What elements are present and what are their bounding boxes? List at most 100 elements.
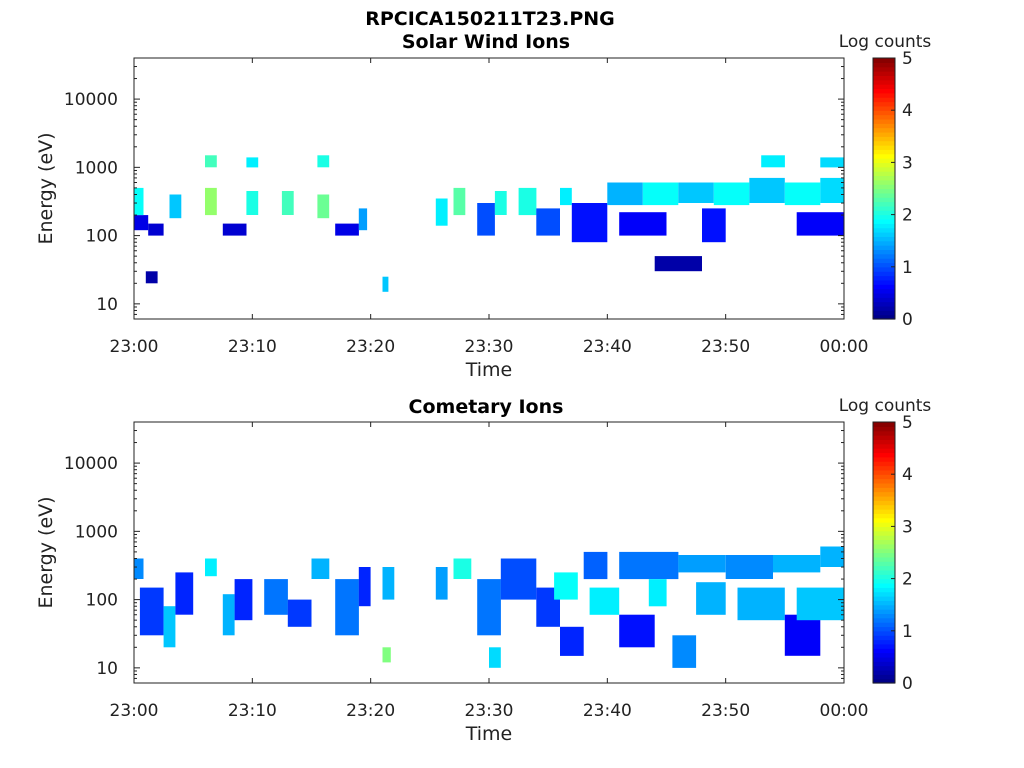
colorbar-segment	[873, 214, 895, 220]
colorbar-segment	[873, 635, 895, 641]
colorbar-segment	[873, 548, 895, 554]
colorbar-segment	[873, 292, 895, 298]
colorbar-segment	[873, 297, 895, 303]
colorbar-segment	[873, 232, 895, 237]
plot-area	[134, 422, 844, 683]
colorbar-tick-label: 5	[902, 49, 913, 69]
x-tick-label: 23:30	[465, 337, 514, 357]
colorbar-segment	[873, 495, 895, 501]
spectrogram-cell	[163, 606, 176, 648]
spectrogram-cell	[678, 555, 726, 573]
colorbar-segment	[873, 661, 895, 667]
colorbar-segment	[873, 171, 895, 177]
spectrogram-cell	[619, 212, 667, 236]
colorbar-segment	[873, 279, 895, 285]
colorbar-segment	[873, 153, 895, 159]
colorbar-segment	[873, 509, 895, 514]
colorbar-segment	[873, 591, 895, 597]
colorbar-segment	[873, 574, 895, 580]
spectrogram-cell	[205, 155, 217, 168]
figure-title: RPCICA150211T23.PNG	[365, 8, 615, 30]
spectrogram-cell	[453, 558, 472, 579]
colorbar-segment	[873, 223, 895, 229]
spectrogram-cell	[175, 572, 194, 615]
colorbar-label: Log counts	[839, 32, 932, 52]
colorbar-segment	[873, 75, 895, 81]
colorbar-segment	[873, 184, 895, 190]
spectrogram-cell	[518, 187, 537, 216]
colorbar-segment	[873, 314, 895, 320]
spectrogram-cell	[725, 555, 773, 579]
spectrogram-cell	[335, 579, 359, 636]
spectrogram-cell	[589, 587, 620, 615]
spectrogram-cell	[560, 626, 584, 656]
colorbar-segment	[873, 439, 895, 445]
colorbar-segment	[873, 110, 895, 116]
colorbar-segment	[873, 162, 895, 168]
y-tick-label: 1000	[75, 522, 118, 542]
y-tick-label: 10000	[64, 90, 118, 110]
colorbar-segment	[873, 71, 895, 76]
colorbar-segment	[873, 58, 895, 63]
spectrogram-cell	[148, 223, 164, 236]
colorbar-segment	[873, 604, 895, 610]
colorbar-segment	[873, 656, 895, 662]
colorbar-tick-label: 2	[902, 570, 913, 590]
colorbar-segment	[873, 197, 895, 203]
colorbar-segment	[873, 430, 895, 436]
x-tick-label: 23:20	[346, 337, 395, 357]
colorbar-segment	[873, 487, 895, 493]
colorbar-segment	[873, 630, 895, 636]
colorbar-tick-label: 1	[902, 622, 913, 642]
spectrogram-cell	[784, 614, 821, 656]
colorbar-segment	[873, 266, 895, 272]
colorbar-segment	[873, 582, 895, 588]
spectrogram-cell	[749, 177, 785, 203]
colorbar-segment	[873, 62, 895, 68]
colorbar-segment	[873, 565, 895, 571]
colorbar-segment	[873, 258, 895, 264]
colorbar-segment	[873, 535, 895, 541]
spectrogram-cell	[234, 579, 253, 621]
colorbar-segment	[873, 301, 895, 307]
colorbar-tick-label: 4	[902, 101, 913, 121]
colorbar-segment	[873, 205, 895, 211]
spectrogram-cell	[382, 647, 391, 663]
x-tick-label: 23:00	[110, 337, 159, 357]
colorbar-segment	[873, 188, 895, 194]
spectrogram-cell	[205, 187, 217, 216]
spectrogram-cell	[571, 203, 608, 243]
spectrogram-cell	[536, 587, 560, 627]
colorbar-segment	[873, 578, 895, 584]
colorbar-segment	[873, 158, 895, 163]
x-tick-label: 23:30	[465, 701, 514, 721]
spectrogram-cell	[560, 187, 572, 206]
colorbar-segment	[873, 166, 895, 172]
colorbar-segment	[873, 101, 895, 107]
spectrogram-cell	[134, 187, 144, 216]
colorbar-tick-label: 3	[902, 517, 913, 537]
spectrogram-cell	[713, 182, 750, 206]
spectrogram-cell	[335, 223, 359, 236]
spectrogram-cell	[607, 182, 643, 206]
y-tick-label: 100	[86, 591, 118, 611]
spectrogram-cell	[435, 198, 448, 226]
colorbar-segment	[873, 123, 895, 129]
colorbar-segment	[873, 262, 895, 268]
spectrogram-cell	[382, 567, 395, 600]
spectrogram-cell	[773, 555, 821, 573]
spectrogram-cell	[222, 594, 235, 636]
colorbar-segment	[873, 609, 895, 614]
colorbar-segment	[873, 643, 895, 649]
spectrogram-cell	[648, 579, 667, 607]
colorbar-segment	[873, 504, 895, 510]
colorbar-segment	[873, 105, 895, 111]
spectrogram-cell	[678, 182, 714, 203]
colorbar-segment	[873, 192, 895, 198]
spectrogram-cell	[134, 558, 144, 579]
x-tick-label: 23:20	[346, 701, 395, 721]
spectrogram-cell	[453, 187, 466, 216]
spectrogram-cell	[281, 191, 294, 215]
x-axis-label: Time	[465, 359, 513, 381]
